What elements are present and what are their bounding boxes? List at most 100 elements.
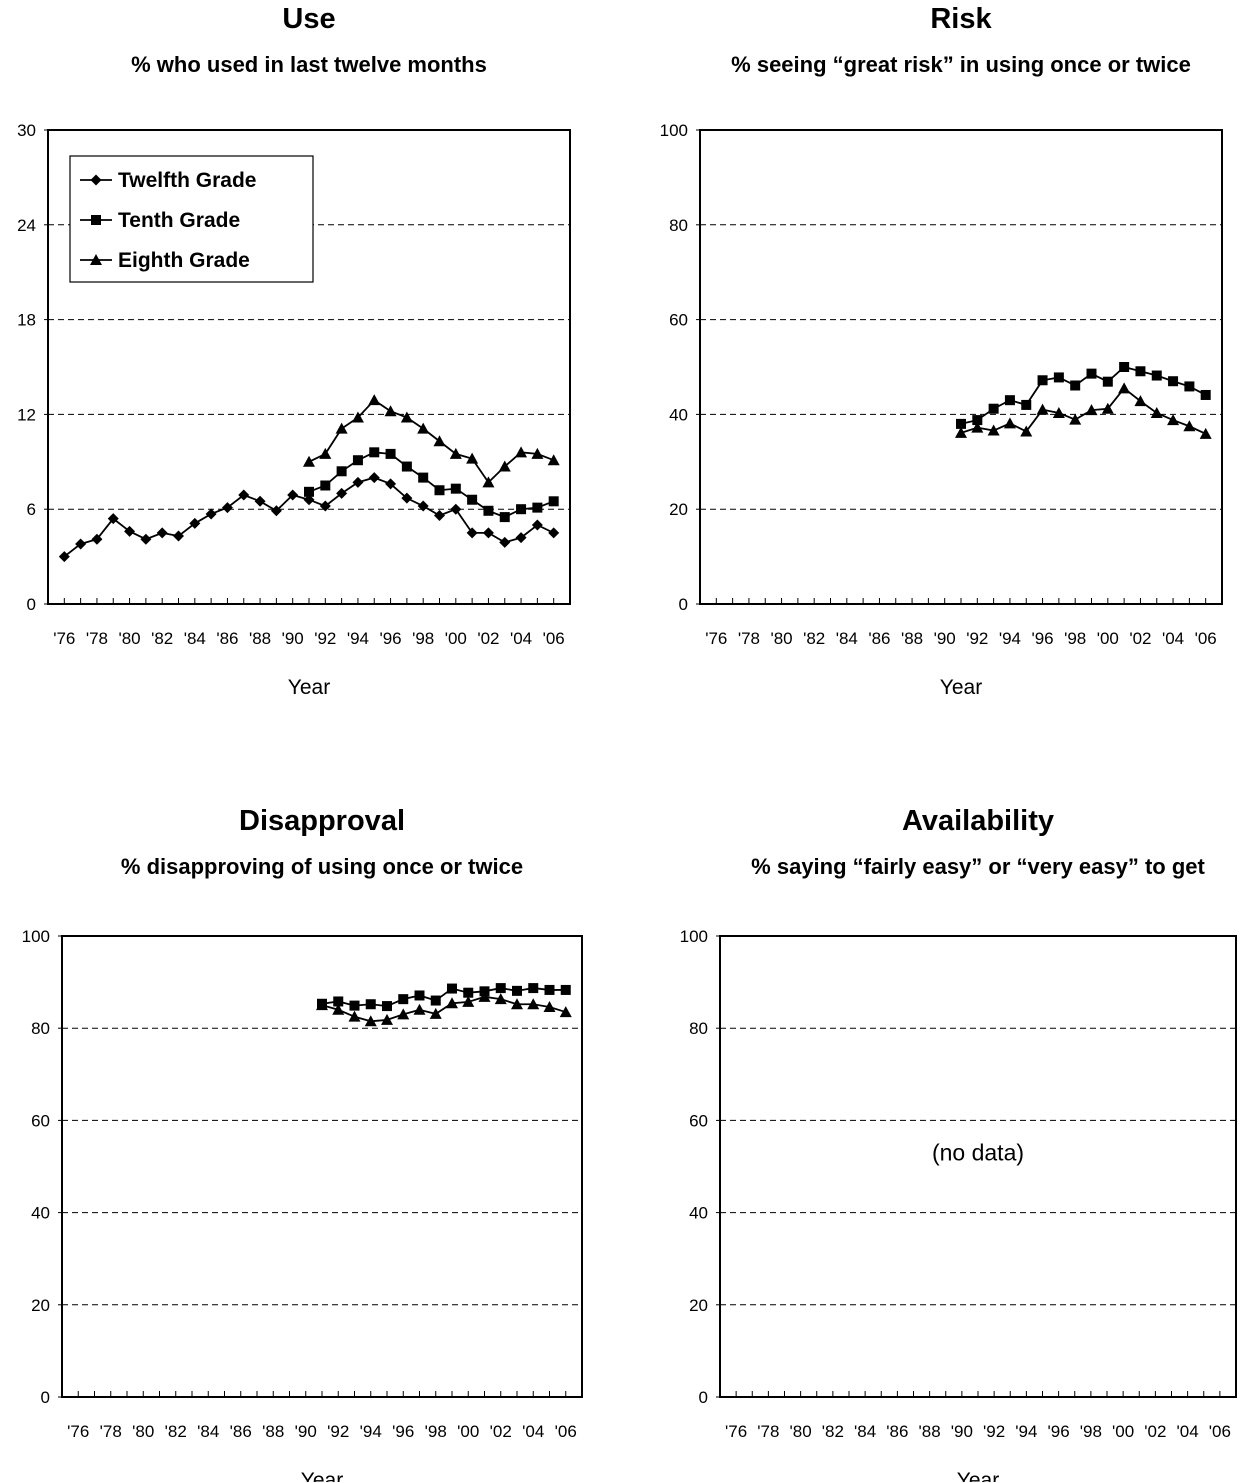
data-point xyxy=(414,990,425,1001)
data-point xyxy=(495,983,506,994)
data-point xyxy=(351,411,364,423)
y-tick-label: 0 xyxy=(41,1388,50,1407)
data-point xyxy=(348,1010,361,1022)
data-point xyxy=(254,495,266,507)
x-tick-label: '96 xyxy=(392,1422,414,1441)
x-tick-label: '02 xyxy=(477,629,499,648)
y-tick-label: 6 xyxy=(27,500,36,519)
data-point xyxy=(335,422,348,434)
chart-panel-availability: Availability % saying “fairly easy” or “v… xyxy=(624,742,1248,1482)
series-line xyxy=(321,995,567,1023)
data-point xyxy=(548,527,560,539)
x-tick-label: '98 xyxy=(1064,629,1086,648)
x-tick-label: '86 xyxy=(886,1422,908,1441)
data-point xyxy=(156,527,168,539)
x-tick-label: '04 xyxy=(1177,1422,1199,1441)
data-point xyxy=(385,478,397,490)
data-point xyxy=(446,997,458,1009)
data-point xyxy=(205,508,217,520)
data-point xyxy=(434,510,445,522)
chart-svg: Availability % saying “fairly easy” or “v… xyxy=(680,805,1237,1482)
x-tick-label: '04 xyxy=(1162,629,1184,648)
x-tick-label: '00 xyxy=(1112,1422,1134,1441)
data-point xyxy=(381,1013,393,1025)
y-tick-label: 80 xyxy=(31,1019,50,1038)
y-tick-label: 20 xyxy=(689,1296,708,1315)
data-point xyxy=(1086,368,1097,379)
data-point xyxy=(559,1006,572,1018)
data-point xyxy=(482,527,494,539)
data-point xyxy=(1004,395,1015,406)
data-point xyxy=(971,421,984,433)
x-axis-label: Year xyxy=(940,676,982,699)
data-point xyxy=(336,487,348,499)
data-point xyxy=(1168,376,1179,387)
y-tick-label: 0 xyxy=(679,595,688,614)
x-axis-label: Year xyxy=(288,676,330,699)
x-tick-label: '92 xyxy=(327,1422,349,1441)
data-point xyxy=(400,411,413,423)
data-point xyxy=(303,494,315,506)
data-point xyxy=(433,435,446,447)
y-tick-label: 40 xyxy=(689,1204,708,1223)
plot-frame xyxy=(699,129,1223,605)
data-point xyxy=(365,999,376,1010)
data-point xyxy=(336,466,347,477)
chart-subtitle: % who used in last twelve months xyxy=(131,52,487,77)
chart-subtitle: % saying “fairly easy” or “very easy” to… xyxy=(751,854,1205,879)
data-point xyxy=(482,476,495,488)
x-tick-label: '98 xyxy=(425,1422,447,1441)
x-tick-label: '96 xyxy=(1048,1422,1070,1441)
x-axis-label: Year xyxy=(957,1469,999,1482)
legend-marker xyxy=(91,215,101,225)
series-eighth-grade xyxy=(955,382,1212,439)
x-tick-label: '92 xyxy=(314,629,336,648)
x-tick-label: '90 xyxy=(934,629,956,648)
series-line xyxy=(960,387,1207,435)
data-point xyxy=(548,496,559,507)
x-tick-label: '84 xyxy=(197,1422,219,1441)
y-tick-label: 100 xyxy=(680,927,708,946)
plot-frame xyxy=(61,935,583,1398)
x-tick-label: '96 xyxy=(1031,629,1053,648)
x-tick-label: '76 xyxy=(725,1422,747,1441)
data-point xyxy=(303,455,315,467)
x-tick-label: '02 xyxy=(1129,629,1151,648)
legend-label: Eighth Grade xyxy=(118,249,250,272)
x-tick-label: '06 xyxy=(555,1422,577,1441)
legend-label: Twelfth Grade xyxy=(118,169,256,192)
data-point xyxy=(1021,399,1032,410)
data-point xyxy=(413,1003,426,1015)
data-point xyxy=(528,983,539,994)
x-tick-label: '76 xyxy=(67,1422,89,1441)
series-eighth-grade xyxy=(303,394,560,488)
x-tick-label: '88 xyxy=(262,1422,284,1441)
data-point xyxy=(368,472,380,484)
x-tick-label: '06 xyxy=(1195,629,1217,648)
data-point xyxy=(1167,414,1180,426)
data-point xyxy=(417,500,429,512)
data-point xyxy=(466,527,478,539)
x-tick-label: '86 xyxy=(216,629,238,648)
legend-marker xyxy=(90,174,102,186)
x-tick-label: '00 xyxy=(445,629,467,648)
chart-svg: Risk % seeing “great risk” in using once … xyxy=(660,3,1223,699)
data-point xyxy=(531,519,543,531)
data-point xyxy=(499,536,511,548)
data-point xyxy=(511,998,523,1010)
x-tick-label: '90 xyxy=(295,1422,317,1441)
legend-label: Tenth Grade xyxy=(118,209,240,232)
data-point xyxy=(369,447,380,458)
data-point xyxy=(1037,375,1048,386)
data-point xyxy=(384,405,397,417)
y-tick-label: 20 xyxy=(669,500,688,519)
y-tick-label: 20 xyxy=(31,1296,50,1315)
x-tick-label: '80 xyxy=(118,629,140,648)
x-tick-label: '88 xyxy=(919,1422,941,1441)
chart-title: Availability xyxy=(902,805,1054,837)
x-tick-label: '00 xyxy=(1097,629,1119,648)
y-tick-label: 60 xyxy=(669,311,688,330)
data-point xyxy=(319,447,332,459)
data-point xyxy=(319,500,331,512)
x-tick-label: '94 xyxy=(1015,1422,1037,1441)
